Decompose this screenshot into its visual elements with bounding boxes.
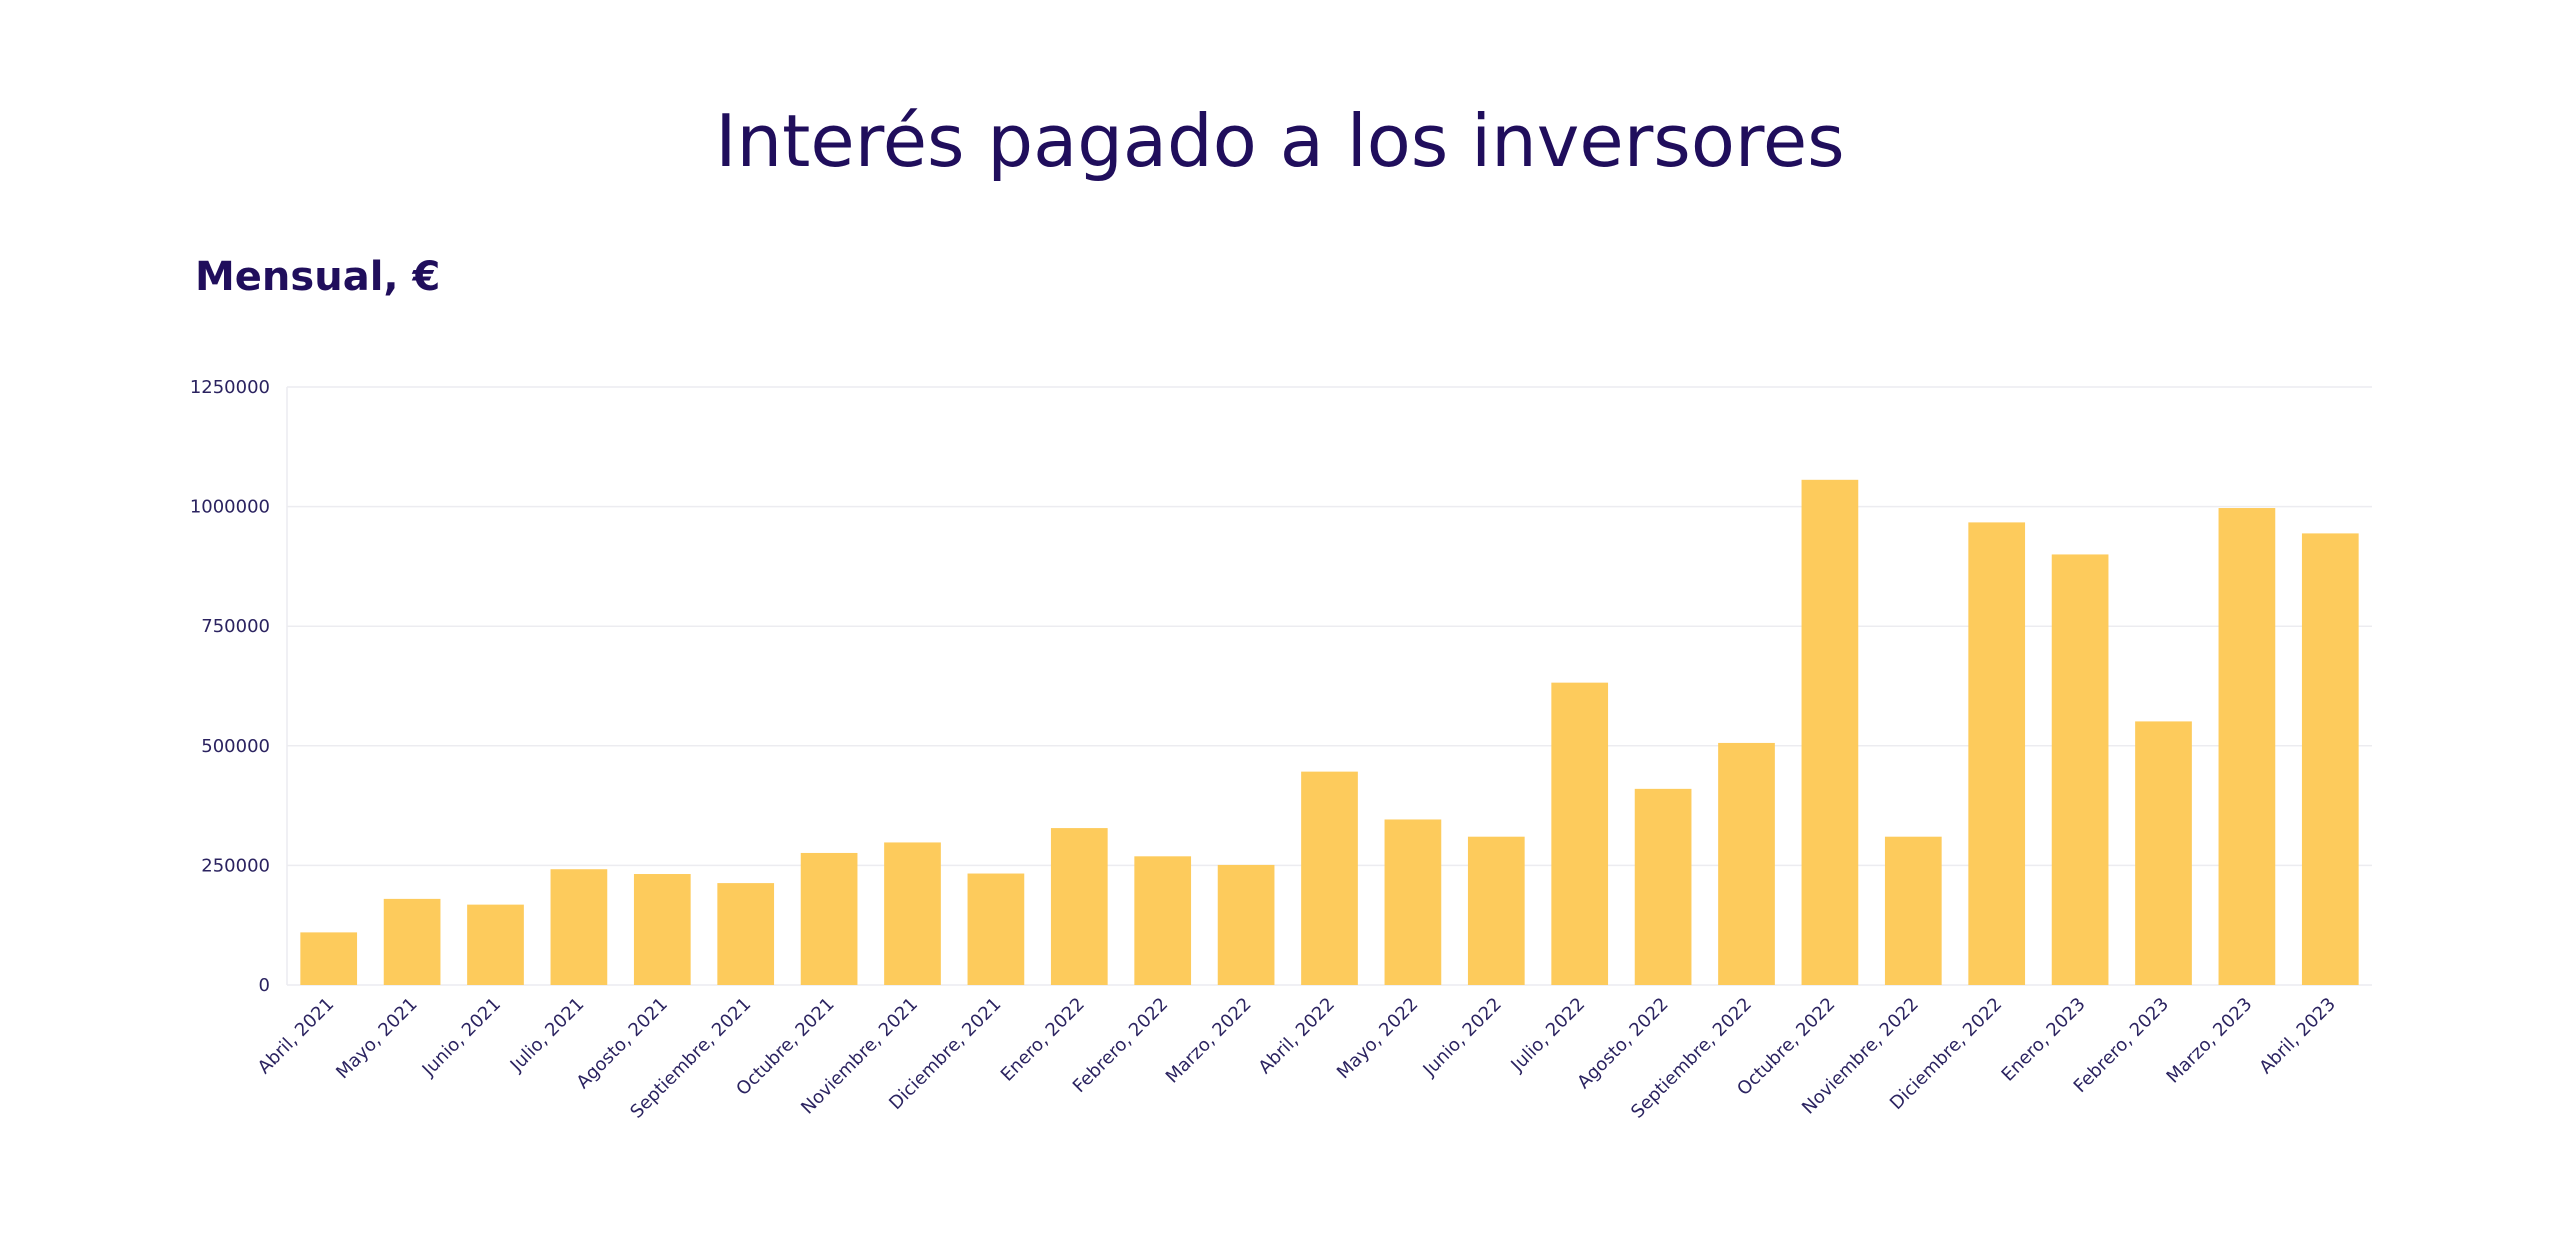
- x-tick-label: Mayo, 2022: [1333, 994, 1422, 1083]
- bar: [2051, 554, 2109, 985]
- bar: [1634, 788, 1692, 985]
- y-tick-label: 0: [259, 975, 270, 996]
- bar: [2301, 533, 2359, 985]
- y-tick-label: 1250000: [190, 377, 270, 398]
- x-tick-label: Abril, 2021: [254, 994, 338, 1078]
- x-tick-label: Abril, 2022: [1255, 994, 1339, 1078]
- x-tick-label: Marzo, 2023: [2163, 994, 2257, 1088]
- bars: [300, 479, 2359, 985]
- x-tick-label: Abril, 2023: [2255, 994, 2339, 1078]
- x-tick-label: Marzo, 2022: [1162, 994, 1256, 1088]
- x-tick-label: Julio, 2022: [1507, 994, 1590, 1077]
- bar: [1301, 771, 1358, 985]
- bar: [1718, 742, 1775, 985]
- x-tick-label: Julio, 2021: [506, 994, 589, 1077]
- x-tick-label: Mayo, 2021: [332, 994, 421, 1083]
- bar: [1217, 864, 1275, 985]
- x-tick-label: Junio, 2022: [1419, 994, 1506, 1081]
- bar: [1884, 836, 1942, 985]
- x-tick-label: Enero, 2022: [997, 994, 1089, 1086]
- bar: [1467, 836, 1525, 985]
- bar: [383, 898, 441, 985]
- bar: [967, 873, 1025, 985]
- bar: [884, 842, 941, 985]
- y-tick-label: 1000000: [190, 497, 270, 518]
- bar: [1384, 819, 1442, 985]
- bar: [1801, 479, 1859, 985]
- x-tick-label: Enero, 2023: [1998, 994, 2090, 1086]
- y-tick-label: 500000: [201, 736, 270, 757]
- bar: [2135, 721, 2192, 985]
- y-tick-label: 750000: [201, 616, 270, 637]
- y-axis-tick-labels: 0 250000 500000 750000 1000000 1250000: [190, 377, 270, 996]
- chart-subtitle: Mensual, €: [195, 254, 441, 300]
- y-tick-label: 250000: [201, 855, 270, 876]
- x-tick-label: Junio, 2021: [418, 994, 505, 1081]
- bar: [2218, 508, 2276, 985]
- bar: [1050, 828, 1108, 985]
- bar: [1551, 682, 1609, 985]
- bar: [467, 904, 524, 985]
- page-title: Interés pagado a los inversores: [715, 99, 1845, 183]
- bar: [550, 869, 608, 985]
- bar: [800, 852, 858, 985]
- bar: [633, 874, 691, 985]
- bar: [1134, 856, 1192, 985]
- bar: [1968, 522, 2026, 985]
- bar: [717, 883, 775, 985]
- bar: [300, 932, 358, 985]
